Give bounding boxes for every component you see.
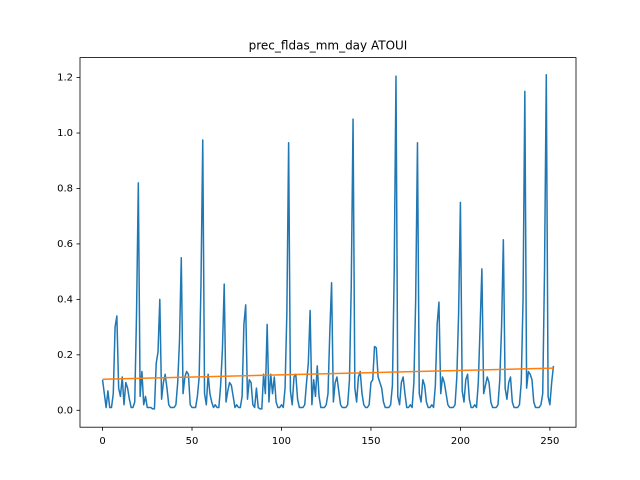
plot-frame — [79, 57, 577, 428]
x-tick-label: 50 — [186, 436, 199, 447]
y-tick-label: 0.2 — [57, 350, 73, 361]
line-series — [101, 74, 555, 410]
y-tick-label: 0.0 — [57, 405, 73, 416]
x-tick-label: 100 — [272, 436, 291, 447]
y-tick-label: 1.0 — [57, 128, 73, 139]
y-tick-label: 1.2 — [57, 73, 73, 84]
y-tick-label: 0.8 — [57, 183, 73, 194]
line-series — [102, 367, 554, 380]
x-tick-label: 200 — [451, 436, 470, 447]
x-tick-label: 0 — [99, 436, 105, 447]
x-tick-label: 150 — [361, 436, 380, 447]
y-tick-label: 0.6 — [57, 239, 73, 250]
x-tick-label: 250 — [540, 436, 559, 447]
y-tick-label: 0.4 — [57, 294, 73, 305]
chart-title: prec_fldas_mm_day ATOUI — [249, 39, 408, 53]
